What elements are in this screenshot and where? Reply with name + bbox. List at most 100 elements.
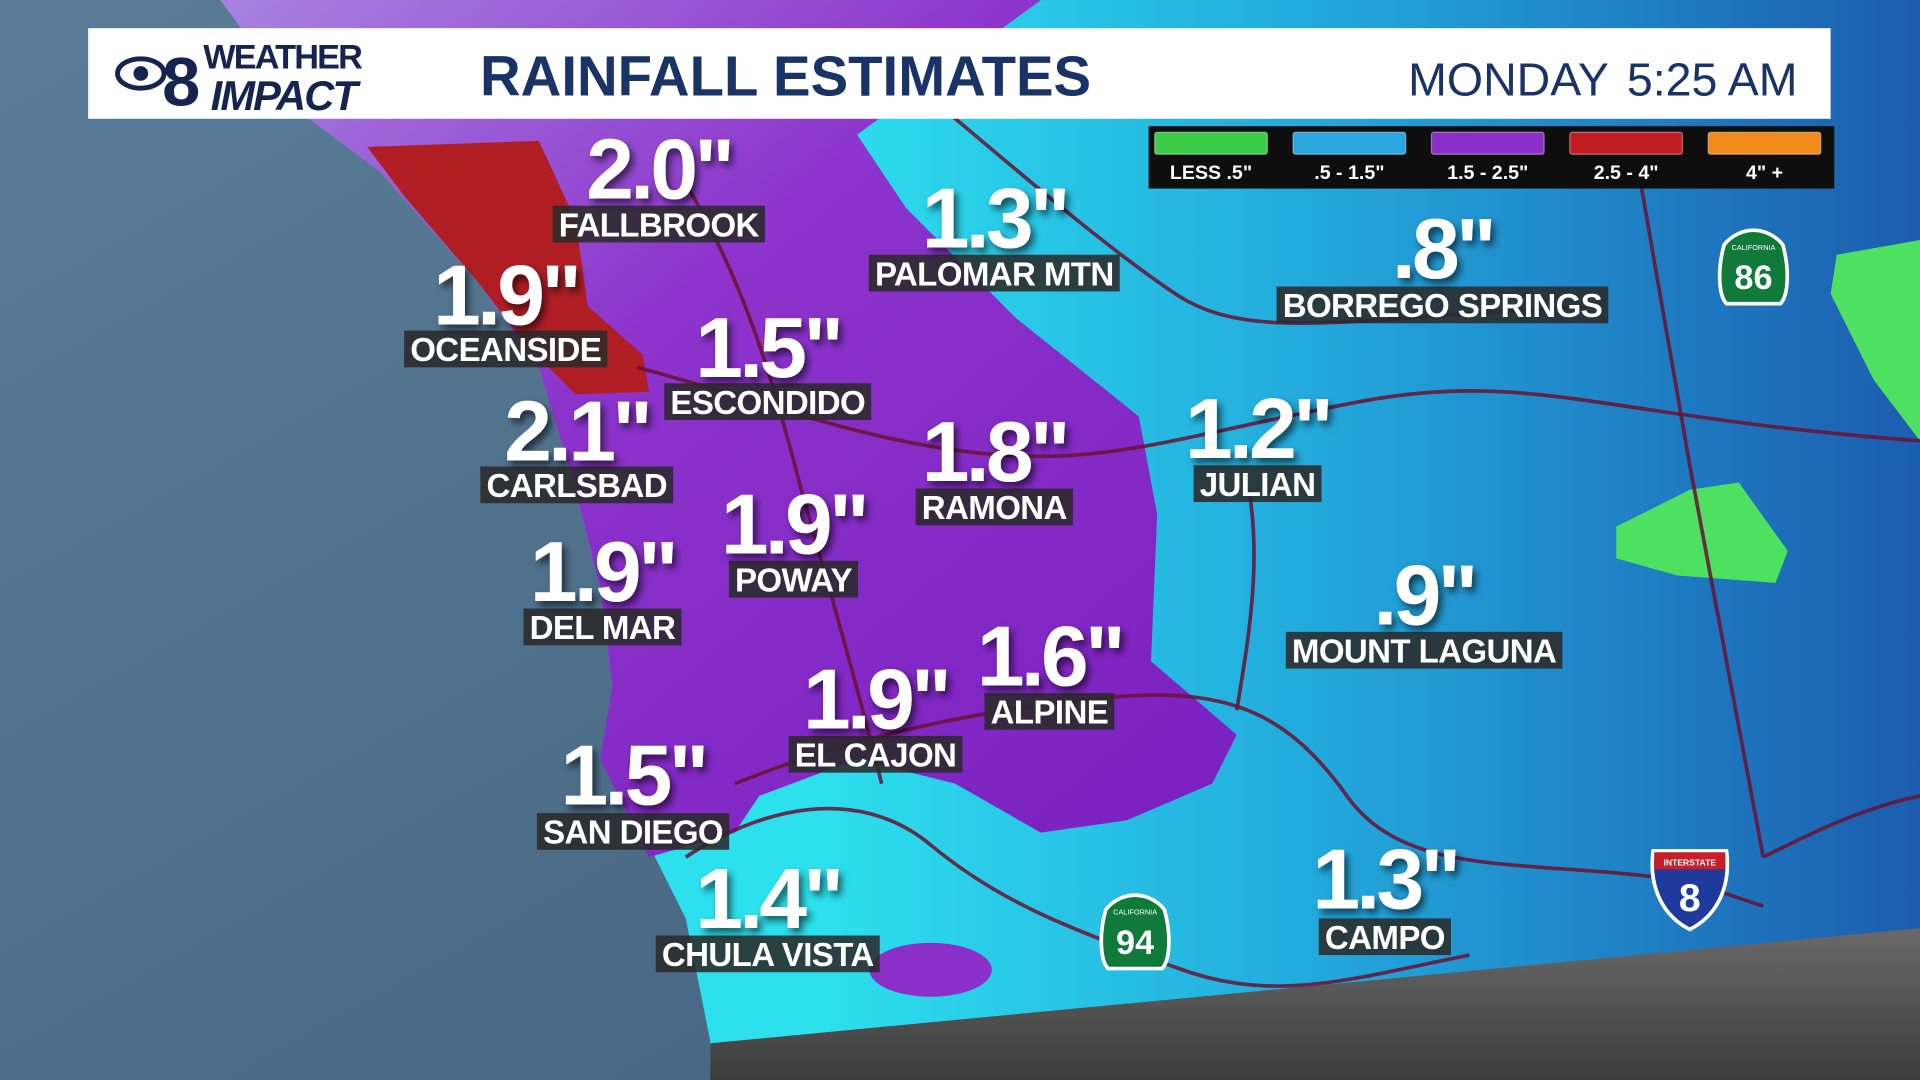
location-name: EL CAJON [795,738,957,775]
day: MONDAY [1408,54,1609,106]
legend-swatch [1569,131,1684,155]
shield-shape [1717,228,1790,306]
rain-amount: 1.9" [530,524,675,620]
rain-amount: 1.6" [977,609,1122,705]
legend-label: 2.5 - 4" [1594,162,1659,184]
location-name: ESCONDIDO [670,385,865,422]
location-name: OCEANSIDE [410,332,601,369]
rain-amount: 1.4" [695,851,840,947]
location-name: MOUNT LAGUNA [1292,633,1556,670]
rain-amount: 1.5" [695,300,840,396]
rain-amount: 2.1" [504,383,649,479]
legend-label: .5 - 1.5" [1314,162,1384,184]
location-name: FALLBROOK [559,207,760,244]
shield-label: CALIFORNIA [1113,908,1157,917]
name-box [1285,631,1563,669]
location-name: CAMPO [1325,920,1445,957]
name-box [552,205,765,243]
shield-shape [1099,893,1171,971]
location-name: SAN DIEGO [543,815,723,852]
rain-amount: 1.2" [1185,381,1330,477]
location-name: JULIAN [1200,467,1316,504]
location-name: RAMONA [922,490,1067,527]
name-box [1193,465,1322,503]
title: RAINFALL ESTIMATES [480,45,1091,108]
location-name: CARLSBAD [486,468,667,505]
legend-label: 1.5 - 2.5" [1447,162,1528,184]
rain-amount: 1.5" [561,727,706,823]
logo-eye [133,66,149,81]
shield-label: INTERSTATE [1664,858,1717,868]
purple-area [869,942,992,997]
location-label: MOUNT LAGUNA.9" [1285,547,1563,670]
location-name: PALOMAR MTN [875,256,1114,293]
name-box [728,560,859,598]
shield-number: 8 [1679,877,1701,920]
location-name: DEL MAR [530,610,676,647]
location-name: ALPINE [991,695,1109,732]
logo-line1: WEATHER [203,39,363,77]
shield-shape [1650,849,1730,932]
legend-label: 4" + [1746,162,1783,184]
highway-shield: CALIFORNIA 94 [1099,893,1171,971]
roads [636,96,1920,988]
rain-amount: 1.9" [803,652,948,748]
logo-eye [115,56,167,91]
name-box [788,735,963,773]
green-area [1830,240,1920,441]
name-box [1276,286,1609,324]
name-box [868,254,1120,292]
legend-swatch [1430,131,1545,155]
rain-amount: 1.9" [721,476,866,572]
mexico [710,928,1920,1080]
name-box [1318,918,1451,956]
name-box [536,813,730,850]
header-bar: 8 WEATHER IMPACT RAINFALL ESTIMATES MOND… [88,28,1831,120]
rain-amount: 1.3" [1312,832,1457,928]
logo-line2: IMPACT [211,72,362,119]
name-box [915,488,1073,526]
shield-number: 94 [1116,924,1154,962]
logo-number: 8 [162,43,200,120]
name-box [404,330,608,368]
rain-amount: 1.3" [922,170,1067,266]
rain-amount: .8" [1392,201,1493,297]
time: 5:25 AM [1627,54,1798,106]
name-box [523,608,682,646]
location-name: POWAY [735,562,852,599]
location-name: CHULA VISTA [662,937,874,974]
name-box [664,383,872,420]
highway-shield: CALIFORNIA 86 [1717,228,1790,306]
legend-swatch [1707,131,1822,155]
name-box [480,466,674,504]
shield-top [1654,852,1726,870]
rain-amount: 1.9" [433,247,578,343]
location-label: BORREGO SPRINGS.8" [1276,201,1609,325]
rain-amount: 2.0" [586,121,731,217]
header-background [88,28,1831,119]
rain-amount: .9" [1374,547,1475,643]
shield-number: 86 [1734,259,1772,297]
legend-swatch [1154,131,1268,155]
shield-label: CALIFORNIA [1731,243,1775,252]
name-box [984,693,1115,730]
name-box [655,935,880,973]
legend-label: LESS .5" [1170,162,1252,184]
rain-amount: 1.8" [922,404,1067,500]
highway-shield: INTERSTATE 8 [1650,849,1730,932]
